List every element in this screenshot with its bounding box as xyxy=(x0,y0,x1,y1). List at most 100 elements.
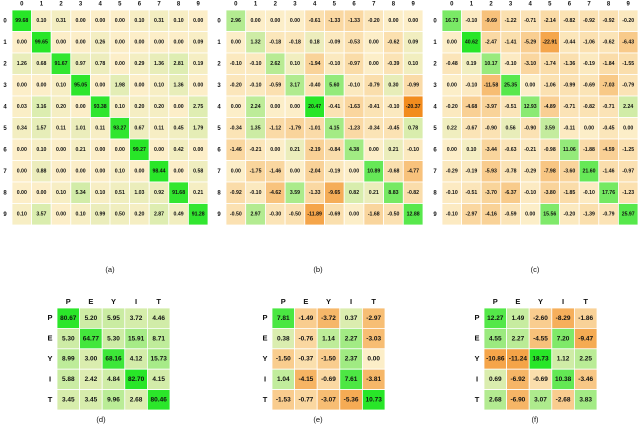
cell-value-label: -2.68 xyxy=(556,397,571,404)
column-label: Y xyxy=(326,297,331,306)
cell-value-label: 0.00 xyxy=(369,147,379,153)
cell-value-label: -1.33 xyxy=(309,190,321,196)
cell-value-label: 40.62 xyxy=(465,40,478,46)
cell-value-label: 0.00 xyxy=(250,18,260,24)
column-label: 1 xyxy=(254,2,258,8)
cell-value-label: 0.00 xyxy=(134,169,144,175)
cell-value-label: -2.14 xyxy=(544,18,556,24)
row-label: 6 xyxy=(433,147,437,153)
row-label: 7 xyxy=(217,169,221,175)
column-label: T xyxy=(156,297,161,306)
cell-value-label: -0.62 xyxy=(388,40,400,46)
cell-value-label: -0.99 xyxy=(563,83,575,89)
cell-value-label: -1.06 xyxy=(544,83,556,89)
cell-value-label: 0.00 xyxy=(447,40,457,46)
cell-value-label: 4.38 xyxy=(349,147,359,153)
cell-value-label: 0.00 xyxy=(154,147,164,153)
column-label: 2 xyxy=(274,2,278,8)
column-label: 9 xyxy=(627,2,631,8)
cell-value-label: -1.23 xyxy=(348,126,360,132)
cell-value-label: -0.10 xyxy=(505,61,517,67)
row-label: 8 xyxy=(217,190,221,196)
cell-value-label: -1.68 xyxy=(368,212,380,218)
cell-value-label: -0.21 xyxy=(524,147,536,153)
cell-value-label: -1.33 xyxy=(348,18,360,24)
cell-value-label: 0.00 xyxy=(95,18,105,24)
cell-value-label: 0.21 xyxy=(369,190,379,196)
cell-value-label: -6.43 xyxy=(622,40,634,46)
cell-value-label: -0.76 xyxy=(298,335,313,342)
cell-value-label: -4.55 xyxy=(533,335,548,342)
cell-value-label: 0.88 xyxy=(36,169,46,175)
cell-value-label: 99.27 xyxy=(133,147,146,153)
cell-value-label: 3.00 xyxy=(85,356,98,363)
cell-value-label: 0.19 xyxy=(466,61,476,67)
panel-caption: (d) xyxy=(96,415,106,424)
cell-value-label: 2.62 xyxy=(270,61,280,67)
cell-value-label: -0.30 xyxy=(269,212,281,218)
cell-value-label: 0.37 xyxy=(345,315,358,322)
column-label: 6 xyxy=(352,2,356,8)
cell-value-label: 0.58 xyxy=(193,169,203,175)
cell-value-label: 0.10 xyxy=(95,190,105,196)
cell-value-label: -1.86 xyxy=(578,315,593,322)
cell-value-label: -4.62 xyxy=(269,190,281,196)
cell-value-label: -20.37 xyxy=(406,104,421,110)
column-label: 2 xyxy=(59,2,63,8)
cell-value-label: 0.11 xyxy=(154,126,164,132)
cell-value-label: 10.73 xyxy=(366,397,383,404)
row-label: 8 xyxy=(433,190,437,196)
cell-value-label: -3.97 xyxy=(485,104,497,110)
row-label: 8 xyxy=(3,190,7,196)
cell-value-label: 2.75 xyxy=(193,104,203,110)
cell-value-label: 1.98 xyxy=(115,83,125,89)
column-label: I xyxy=(350,297,352,306)
cell-value-label: -0.84 xyxy=(328,147,340,153)
cell-value-label: 0.00 xyxy=(56,212,66,218)
column-label: P xyxy=(66,297,71,306)
cell-value-label: 0.10 xyxy=(134,18,144,24)
cell-value-label: 8.99 xyxy=(62,356,75,363)
row-label: T xyxy=(263,395,268,404)
heatmap-cell xyxy=(618,203,639,226)
cell-value-label: 80.67 xyxy=(60,315,77,322)
column-label: 5 xyxy=(548,2,552,8)
row-label: Y xyxy=(262,354,267,363)
cell-value-label: -0.41 xyxy=(328,104,340,110)
row-label: P xyxy=(47,313,52,322)
cell-value-label: 0.00 xyxy=(76,104,86,110)
cell-value-label: 0.78 xyxy=(408,126,418,132)
cell-value-label: -1.39 xyxy=(583,212,595,218)
cell-value-label: -0.10 xyxy=(328,61,340,67)
cell-value-label: 18.73 xyxy=(532,356,549,363)
row-label: Y xyxy=(47,354,52,363)
cell-value-label: -1.50 xyxy=(321,356,336,363)
cell-value-label: -0.39 xyxy=(388,61,400,67)
cell-value-label: 3.45 xyxy=(85,397,98,404)
row-label: 9 xyxy=(433,212,437,218)
cell-value-label: -0.44 xyxy=(563,40,575,46)
cell-value-label: -5.29 xyxy=(524,40,536,46)
cell-value-label: -11.58 xyxy=(484,83,499,89)
row-label: 4 xyxy=(217,104,221,110)
cell-value-label: -0.51 xyxy=(505,104,517,110)
column-label: 1 xyxy=(470,2,474,8)
cell-value-label: -2.19 xyxy=(309,147,321,153)
row-label: 5 xyxy=(217,126,221,132)
cell-value-label: 0.00 xyxy=(56,147,66,153)
cell-value-label: 91.28 xyxy=(192,212,205,218)
row-label: 2 xyxy=(3,61,7,67)
cell-value-label: -11.89 xyxy=(307,212,322,218)
cell-value-label: 0.00 xyxy=(115,18,125,24)
cell-value-label: 0.10 xyxy=(17,212,27,218)
cell-value-label: 2.27 xyxy=(345,335,358,342)
cell-value-label: 0.00 xyxy=(193,147,203,153)
column-label: 6 xyxy=(138,2,142,8)
cell-value-label: -0.10 xyxy=(583,190,595,196)
cell-value-label: -1.06 xyxy=(583,40,595,46)
cell-value-label: 0.11 xyxy=(56,126,66,132)
cell-value-label: -0.90 xyxy=(485,126,497,132)
cell-value-label: 2.25 xyxy=(579,356,592,363)
cell-value-label: -1.94 xyxy=(309,61,321,67)
